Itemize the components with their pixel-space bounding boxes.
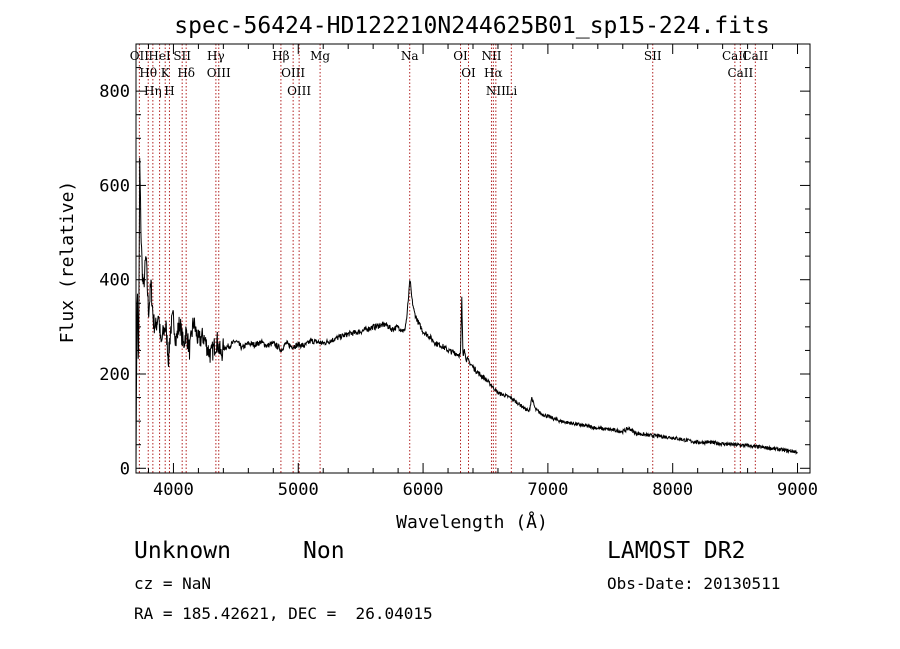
redshift-readout: cz = NaN [134,574,212,593]
spectral-line-label: Mg [310,49,330,63]
x-tick-label: 6000 [403,480,444,500]
spectral-line-markers: OII Hθ Hη HeI KH SII Hδ Hγ OIII Hβ OIII OIII Mg Na OI O… [130,44,768,473]
spectral-line-label: Li [505,84,517,98]
spectral-line-label: Hγ [207,49,225,63]
x-tick-label: 8000 [652,480,693,500]
spectral-line-label: NII [486,84,506,98]
y-tick-label: 800 [99,82,130,102]
survey-label: LAMOST DR2 [607,538,746,564]
spectral-line-label: NII [481,49,501,63]
spectral-line-label: OI [453,49,468,63]
spectral-line-label: CaII [727,66,753,80]
spectral-line-label: OIII [207,66,231,80]
x-tick-label: 9000 [777,480,818,500]
spectrum-chart: spec-56424-HD122210N244625B01_sp15-224.f… [57,13,818,533]
spectral-line-label: CaII [722,49,748,63]
plot-frame [135,43,811,474]
y-tick-label: 200 [99,365,130,385]
x-tick-label: 5000 [278,480,319,500]
spectral-line-label: OI [461,66,476,80]
x-axis-label: Wavelength (Å) [396,511,548,533]
subclass-label: Non [303,538,345,564]
axis-ticks: 4000 5000 6000 7000 8000 9000 0 200 400 600 800 [99,44,818,500]
spectral-line-label: SII [173,49,191,63]
class-label: Unknown [134,538,231,564]
spectral-line-label: Hα [484,66,503,80]
coordinates-readout: RA = 185.42621, DEC = 26.04015 [134,604,433,623]
spectral-line-label: OIII [281,66,305,80]
spectral-line-label: HeI [148,49,171,63]
spectral-line-label: Na [401,49,419,63]
spectral-line-label: Hη [144,84,162,98]
spectral-line-label: H [164,84,174,98]
y-tick-label: 0 [120,459,130,479]
spectral-line-label: OIII [287,84,311,98]
spectral-line-label: SII [644,49,662,63]
series-line-spectrum [135,157,798,470]
spectral-line-label: OII [130,49,150,63]
x-tick-label: 4000 [153,480,194,500]
spectral-line-label: Hθ [139,66,157,80]
y-tick-label: 600 [99,176,130,196]
spectral-line-label: Hβ [272,49,289,63]
spectral-line-label: Hδ [177,66,195,80]
spectral-line-label: K [161,66,171,80]
x-tick-label: 7000 [527,480,568,500]
chart-title: spec-56424-HD122210N244625B01_sp15-224.f… [174,13,769,39]
obs-date-readout: Obs-Date: 20130511 [607,574,781,593]
spectral-line-label: CaII [742,49,768,63]
y-axis-label: Flux (relative) [57,181,78,344]
y-tick-label: 400 [99,271,130,291]
